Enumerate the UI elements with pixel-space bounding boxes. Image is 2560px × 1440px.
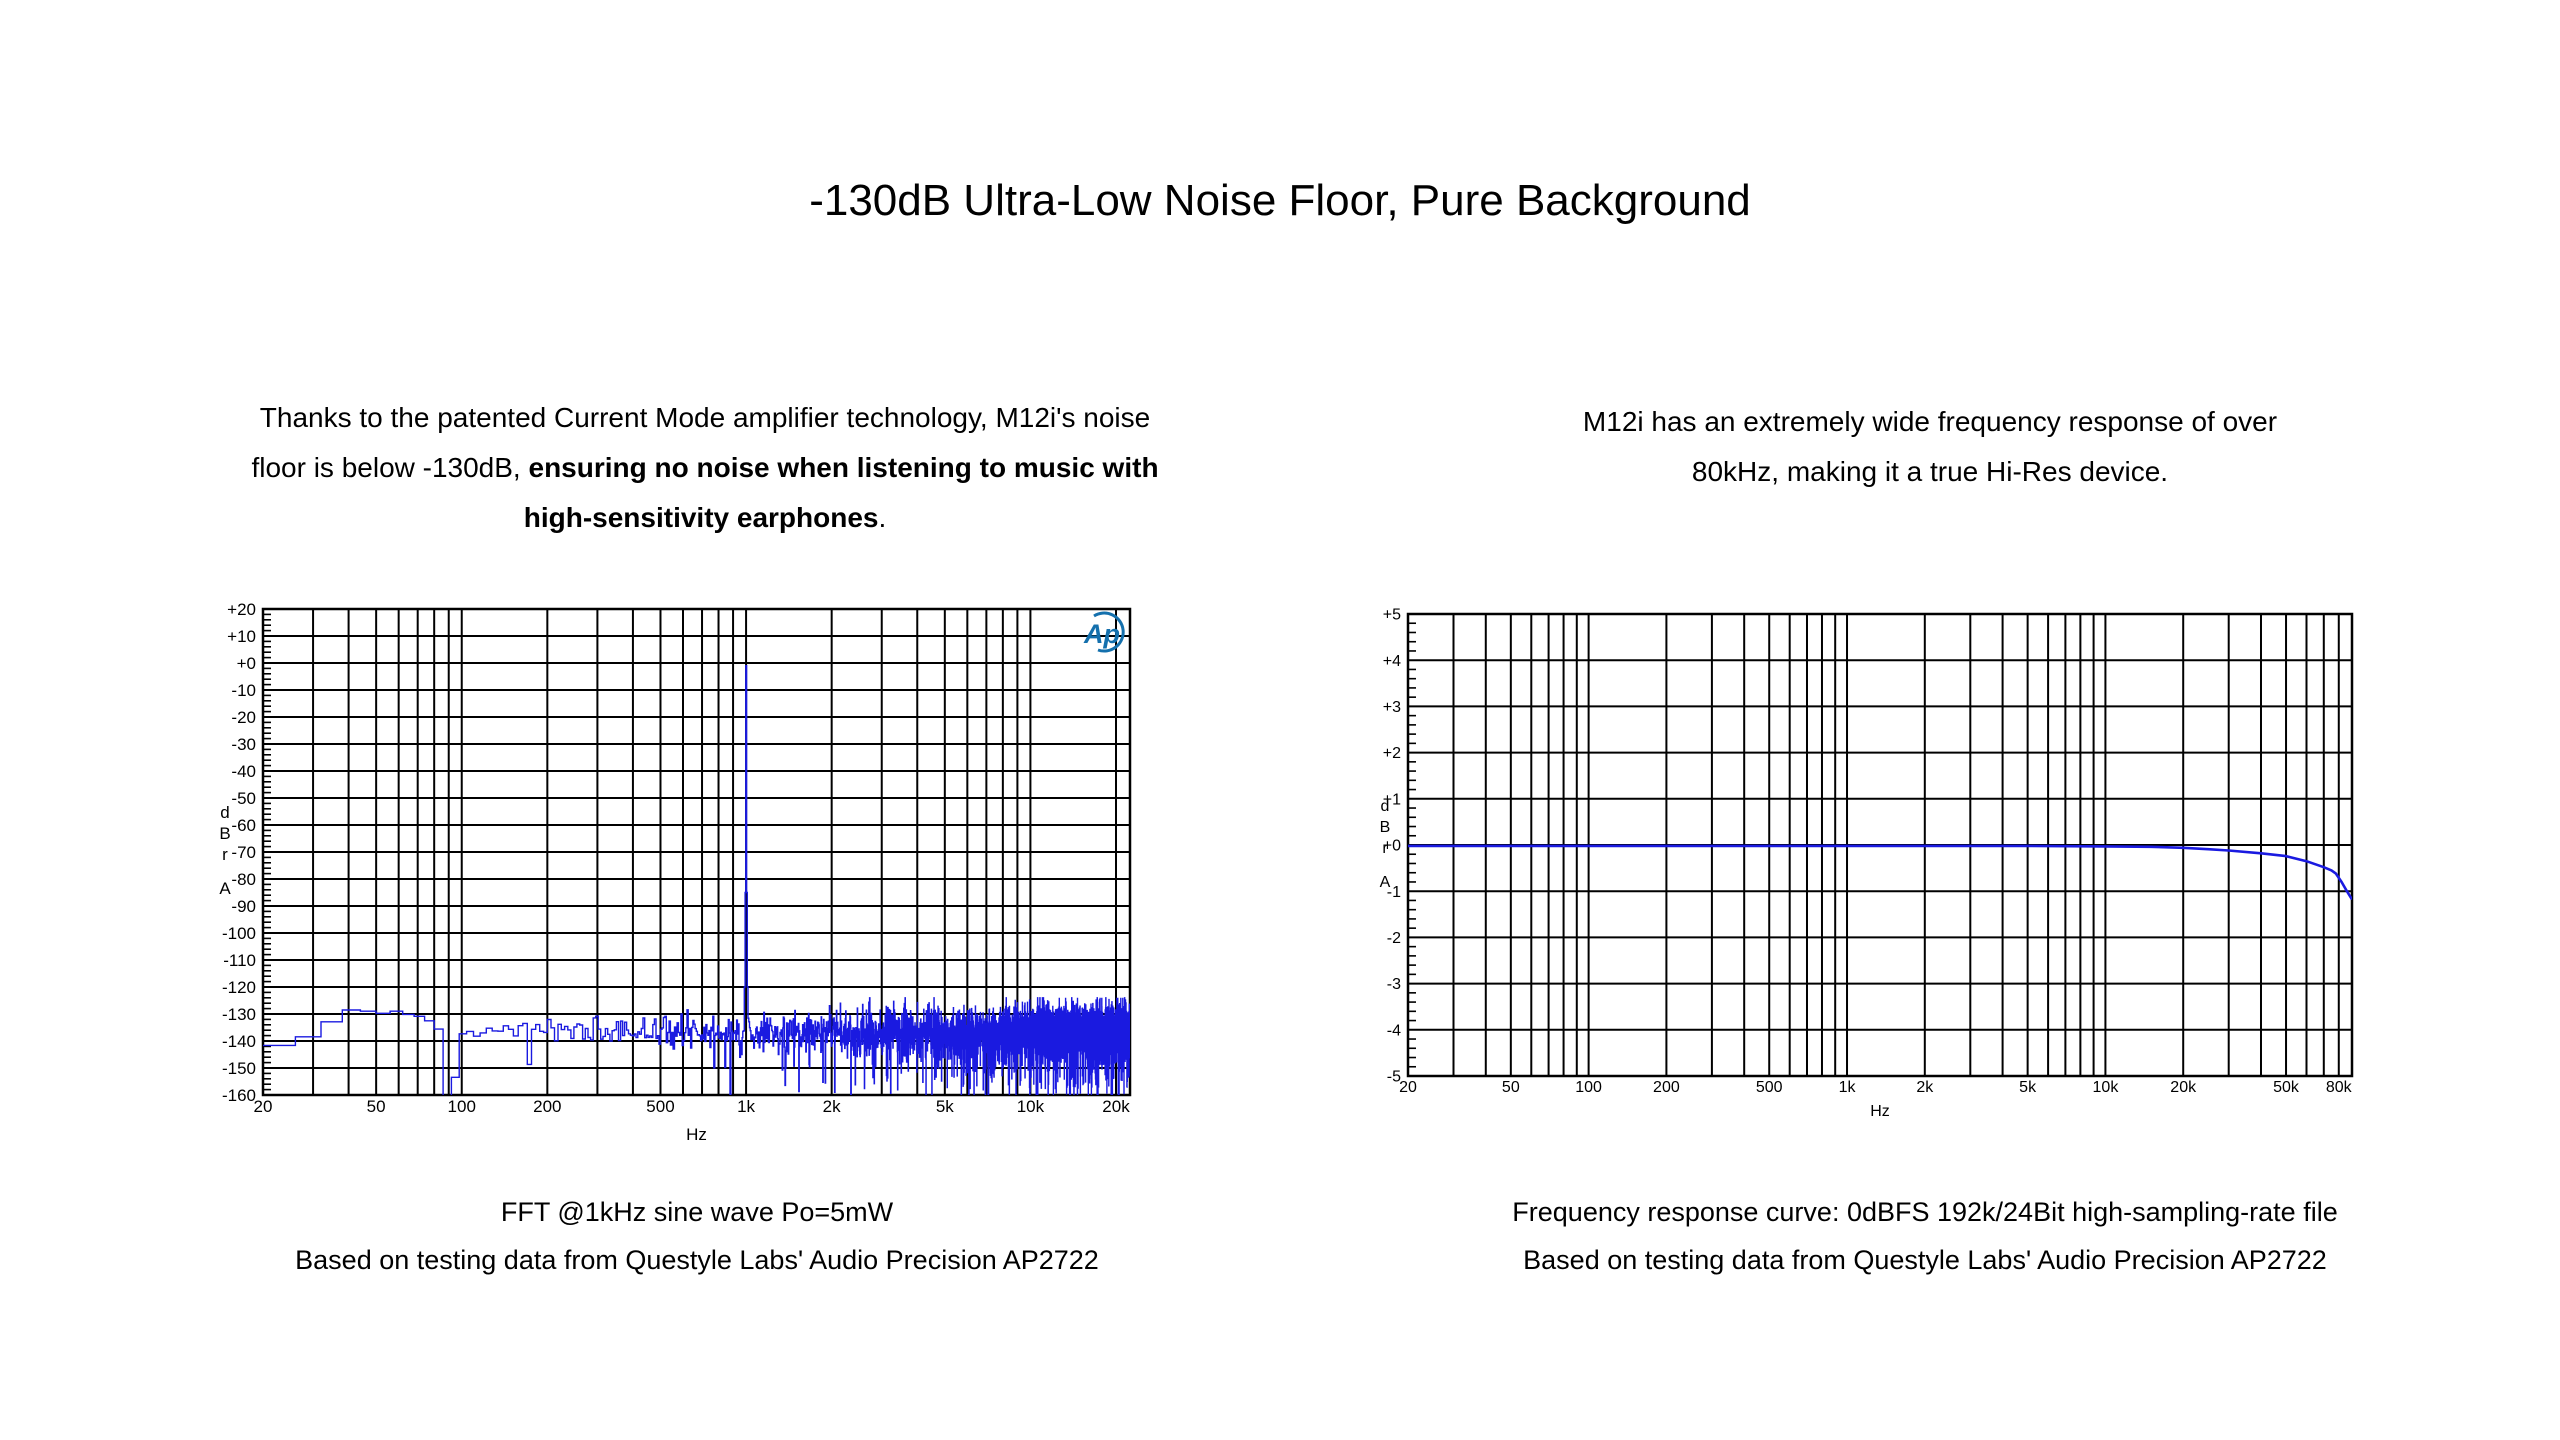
svg-text:50: 50 xyxy=(1502,1079,1520,1096)
text-segment-bold: ensuring no noise when listening to musi… xyxy=(528,452,1159,483)
svg-text:-2: -2 xyxy=(1387,930,1401,947)
svg-text:-1: -1 xyxy=(1387,884,1401,901)
svg-text:-40: -40 xyxy=(231,762,256,781)
svg-text:80k: 80k xyxy=(2326,1079,2353,1096)
text-segment: floor is below -130dB, xyxy=(251,452,529,483)
svg-text:-110: -110 xyxy=(223,951,256,970)
svg-text:10k: 10k xyxy=(2093,1079,2120,1096)
x-tick-labels: 20 50 100 200 500 1k 2k 5k 10k 20k 50k 80k xyxy=(1399,1079,2353,1096)
svg-text:+20: +20 xyxy=(227,600,256,619)
text-line: FFT @1kHz sine wave Po=5mW xyxy=(500,1197,894,1227)
svg-text:500: 500 xyxy=(646,1097,674,1116)
svg-text:-20: -20 xyxy=(231,708,256,727)
svg-text:+2: +2 xyxy=(1383,745,1401,762)
svg-text:r: r xyxy=(1382,840,1388,857)
text-line: Based on testing data from Questyle Labs… xyxy=(295,1245,1099,1275)
svg-text:-30: -30 xyxy=(231,735,256,754)
svg-text:-5: -5 xyxy=(1387,1069,1401,1086)
fft-noise-floor-chart: +20 +10 +0 -10 -20 -30 -40 -50 -60 -70 -80 -90 -100 -… xyxy=(219,600,1132,1144)
svg-text:2k: 2k xyxy=(1916,1079,1934,1096)
svg-text:-140: -140 xyxy=(222,1032,256,1051)
svg-text:+3: +3 xyxy=(1383,699,1401,716)
svg-text:r: r xyxy=(222,845,228,864)
svg-text:+0: +0 xyxy=(1383,838,1401,855)
svg-text:10k: 10k xyxy=(1017,1097,1045,1116)
svg-text:-70: -70 xyxy=(231,843,256,862)
text-line: Thanks to the patented Current Mode ampl… xyxy=(140,393,1270,443)
x-tick-labels: 20 50 100 200 500 1k 2k 5k 10k 20k xyxy=(254,1097,1131,1116)
svg-text:-60: -60 xyxy=(231,816,256,835)
frequency-response-trace xyxy=(1408,844,2352,901)
svg-text:d: d xyxy=(220,803,229,822)
fft-noise-trace xyxy=(263,665,1130,1095)
svg-text:-3: -3 xyxy=(1387,976,1401,993)
text-segment: M12i has an extremely wide frequency res… xyxy=(1582,406,2278,437)
caption-frequency-response-chart: Frequency response curve: 0dBFS 192k/24B… xyxy=(1380,1188,2470,1284)
svg-text:-90: -90 xyxy=(231,897,256,916)
intro-paragraph-left: Thanks to the patented Current Mode ampl… xyxy=(140,393,1270,543)
text-segment: 80kHz, making it a true Hi-Res device. xyxy=(1691,456,2169,487)
svg-text:5k: 5k xyxy=(2019,1079,2037,1096)
y-tick-labels: +5 +4 +3 +2 +1 +0 -1 -2 -3 -4 -5 xyxy=(1383,607,1401,1086)
svg-text:B: B xyxy=(1380,819,1391,836)
y-minor-ticks xyxy=(263,613,271,1091)
svg-text:-100: -100 xyxy=(222,924,256,943)
text-segment: . xyxy=(878,502,887,533)
svg-text:200: 200 xyxy=(1653,1079,1680,1096)
svg-text:Ap: Ap xyxy=(1083,619,1120,649)
svg-text:+10: +10 xyxy=(227,627,256,646)
x-axis-unit-label: Hz xyxy=(1870,1103,1890,1120)
svg-text:20k: 20k xyxy=(2170,1079,2197,1096)
svg-text:2k: 2k xyxy=(823,1097,841,1116)
svg-text:+4: +4 xyxy=(1383,653,1401,670)
svg-text:50: 50 xyxy=(367,1097,386,1116)
text-line: Frequency response curve: 0dBFS 192k/24B… xyxy=(1512,1197,2338,1227)
svg-text:-4: -4 xyxy=(1387,1022,1401,1039)
svg-text:1k: 1k xyxy=(737,1097,755,1116)
svg-text:1k: 1k xyxy=(1839,1079,1857,1096)
svg-text:-120: -120 xyxy=(222,978,256,997)
svg-text:-80: -80 xyxy=(231,870,256,889)
intro-paragraph-right: M12i has an extremely wide frequency res… xyxy=(1380,397,2480,497)
svg-text:-10: -10 xyxy=(231,681,256,700)
text-line: floor is below -130dB, ensuring no noise… xyxy=(140,443,1270,493)
svg-text:-130: -130 xyxy=(222,1005,256,1024)
svg-text:100: 100 xyxy=(1575,1079,1602,1096)
frequency-response-chart: +5 +4 +3 +2 +1 +0 -1 -2 -3 -4 -520 50 100 200 500 1k 2k 5… xyxy=(1380,607,2354,1120)
svg-text:A: A xyxy=(219,879,231,898)
text-line: M12i has an extremely wide frequency res… xyxy=(1380,397,2480,447)
svg-text:20k: 20k xyxy=(1102,1097,1130,1116)
svg-text:20: 20 xyxy=(254,1097,273,1116)
svg-text:+1: +1 xyxy=(1383,791,1401,808)
audio-precision-logo: Ap xyxy=(1083,611,1125,653)
svg-text:200: 200 xyxy=(533,1097,561,1116)
plot-frame xyxy=(261,607,1132,1097)
svg-text:+5: +5 xyxy=(1383,607,1401,624)
caption-fft-chart: FFT @1kHz sine wave Po=5mW Based on testi… xyxy=(140,1188,1254,1284)
svg-text:-50: -50 xyxy=(231,789,256,808)
svg-text:-160: -160 xyxy=(222,1086,256,1105)
y-minor-ticks xyxy=(1408,622,1416,1068)
x-axis-unit-label: Hz xyxy=(686,1125,707,1144)
text-segment: Thanks to the patented Current Mode ampl… xyxy=(259,402,1151,433)
svg-text:d: d xyxy=(1381,798,1390,815)
text-line: high-sensitivity earphones. xyxy=(140,493,1270,543)
text-line: 80kHz, making it a true Hi-Res device. xyxy=(1380,447,2480,497)
page-title: -130dB Ultra-Low Noise Floor, Pure Backg… xyxy=(809,176,1751,225)
text-line: Based on testing data from Questyle Labs… xyxy=(1523,1245,2327,1275)
svg-text:500: 500 xyxy=(1756,1079,1783,1096)
y-tick-labels: +20 +10 +0 -10 -20 -30 -40 -50 -60 -70 -80 -90 -100 -… xyxy=(222,600,256,1105)
svg-text:+0: +0 xyxy=(237,654,256,673)
svg-text:50k: 50k xyxy=(2273,1079,2300,1096)
svg-text:-150: -150 xyxy=(222,1059,256,1078)
svg-text:5k: 5k xyxy=(936,1097,954,1116)
svg-text:100: 100 xyxy=(448,1097,476,1116)
svg-text:20: 20 xyxy=(1399,1079,1417,1096)
svg-text:B: B xyxy=(219,824,230,843)
text-segment-bold: high-sensitivity earphones xyxy=(523,502,879,533)
svg-text:A: A xyxy=(1380,874,1391,891)
